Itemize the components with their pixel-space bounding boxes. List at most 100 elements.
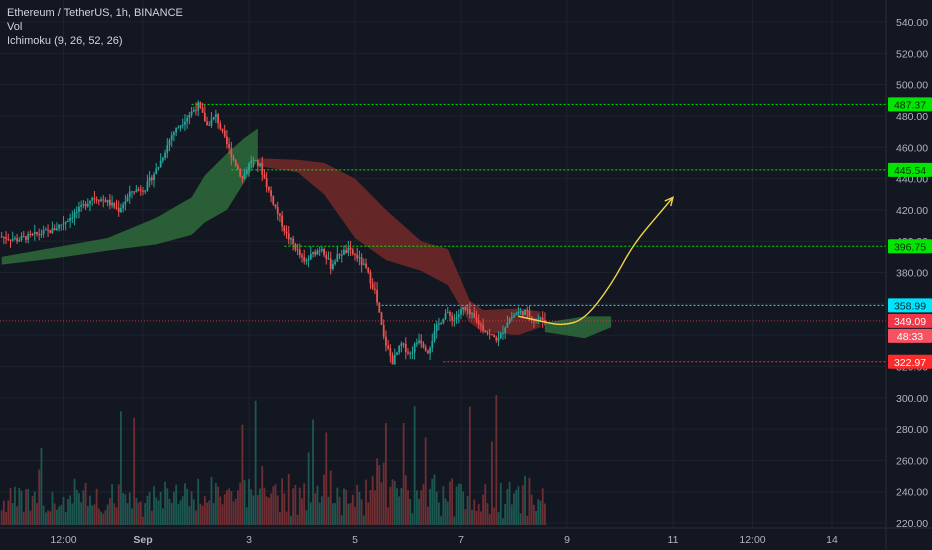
- level-tag: 445.54: [894, 165, 926, 177]
- candle-body: [190, 111, 193, 115]
- volume-bar: [281, 478, 284, 525]
- volume-bar: [47, 510, 49, 525]
- volume-bar: [117, 484, 120, 525]
- volume-bar: [369, 490, 372, 525]
- volume-bar: [11, 503, 14, 525]
- candle-body: [497, 338, 500, 341]
- volume-bar: [385, 423, 387, 525]
- volume-bar: [42, 505, 45, 525]
- volume-bar: [440, 516, 443, 525]
- candle-body: [285, 231, 288, 234]
- volume-bar: [426, 506, 429, 525]
- candle-body: [475, 317, 478, 321]
- volume-bar: [93, 504, 96, 525]
- price-tick-label: 480.00: [896, 111, 928, 123]
- candle-body: [86, 203, 89, 207]
- candle-body: [429, 347, 431, 354]
- candle-body: [248, 163, 250, 171]
- countdown-tag-bg: [888, 328, 932, 343]
- candle-body: [69, 217, 72, 221]
- arrow-curve: [518, 196, 674, 326]
- volume-bar: [464, 509, 467, 525]
- candle-body: [519, 311, 522, 313]
- price-tick-label: 460.00: [896, 142, 928, 154]
- volume-bar: [89, 495, 91, 525]
- volume-bar: [314, 493, 317, 525]
- volume-bar: [265, 496, 268, 525]
- volume-bar: [530, 494, 533, 525]
- candle-body: [38, 233, 41, 235]
- volume-bar: [376, 458, 378, 525]
- candle-body: [58, 224, 60, 229]
- volume-bar: [170, 502, 173, 525]
- candle-body: [340, 254, 343, 256]
- candle-body: [290, 238, 292, 240]
- volume-bar: [78, 493, 80, 525]
- volume-bar: [526, 515, 529, 525]
- candle-body: [42, 230, 45, 235]
- candle-body: [491, 334, 493, 336]
- volume-bar: [14, 486, 16, 525]
- candle-body: [389, 348, 392, 356]
- candle-body: [142, 190, 144, 192]
- ichimoku-legend[interactable]: Ichimoku (9, 26, 52, 26): [7, 35, 123, 47]
- volume-bar: [438, 502, 440, 525]
- volume-bar: [208, 500, 211, 525]
- candle-body: [252, 159, 255, 161]
- candle-body: [442, 319, 445, 323]
- candle-body: [64, 221, 67, 224]
- candle-body: [440, 322, 443, 324]
- candle-body: [108, 199, 111, 206]
- candle-body: [168, 140, 171, 146]
- horizontal-levels: [0, 103, 886, 363]
- volume-bar: [100, 511, 102, 525]
- volume-bar: [351, 494, 354, 525]
- volume-bar: [120, 411, 122, 525]
- candle-body: [230, 148, 233, 158]
- volume-bar: [316, 485, 319, 525]
- candle-body: [73, 212, 76, 218]
- candles: [0, 100, 546, 365]
- candle-body: [192, 110, 195, 112]
- volume-bar: [223, 494, 226, 525]
- candle-body: [55, 228, 58, 231]
- volume-bar: [517, 486, 520, 525]
- candle-body: [539, 317, 542, 320]
- volume-bar: [477, 504, 480, 525]
- volume-bar: [292, 488, 295, 525]
- candle-body: [40, 234, 43, 236]
- volume-bar: [537, 499, 540, 525]
- volume-bar: [345, 489, 348, 525]
- candle-body: [201, 107, 204, 113]
- volume-bar: [539, 500, 542, 525]
- candle-body: [382, 324, 385, 337]
- volume-bar: [449, 481, 451, 525]
- candle-body: [307, 258, 310, 260]
- price-tick-label: 220.00: [896, 518, 928, 530]
- volume-bar: [471, 509, 473, 525]
- volume-bar: [133, 417, 136, 525]
- candle-body: [135, 189, 138, 193]
- candle-body: [261, 163, 264, 175]
- volume-legend[interactable]: Vol: [7, 21, 23, 33]
- volume-bar: [184, 483, 186, 525]
- candle-body: [466, 309, 469, 311]
- volume-bar: [9, 487, 12, 525]
- volume-bar: [506, 488, 509, 525]
- volume-bar: [309, 502, 312, 525]
- volume-bar: [340, 515, 343, 525]
- volume-bar: [513, 493, 515, 525]
- candle-body: [243, 173, 246, 179]
- candle-body: [212, 117, 215, 120]
- candle-body: [323, 249, 325, 256]
- volume-bar: [356, 484, 359, 525]
- volume-bar: [404, 475, 407, 525]
- candle-body: [484, 330, 487, 333]
- symbol-title[interactable]: Ethereum / TetherUS, 1h, BINANCE: [7, 7, 183, 19]
- candle-body: [16, 238, 19, 242]
- candle-body: [473, 313, 476, 318]
- time-axis[interactable]: 12:00 Sep 3 5 7 9 11 12:00 14: [0, 527, 932, 546]
- volume-bar: [497, 512, 500, 525]
- volume-bar: [22, 511, 25, 525]
